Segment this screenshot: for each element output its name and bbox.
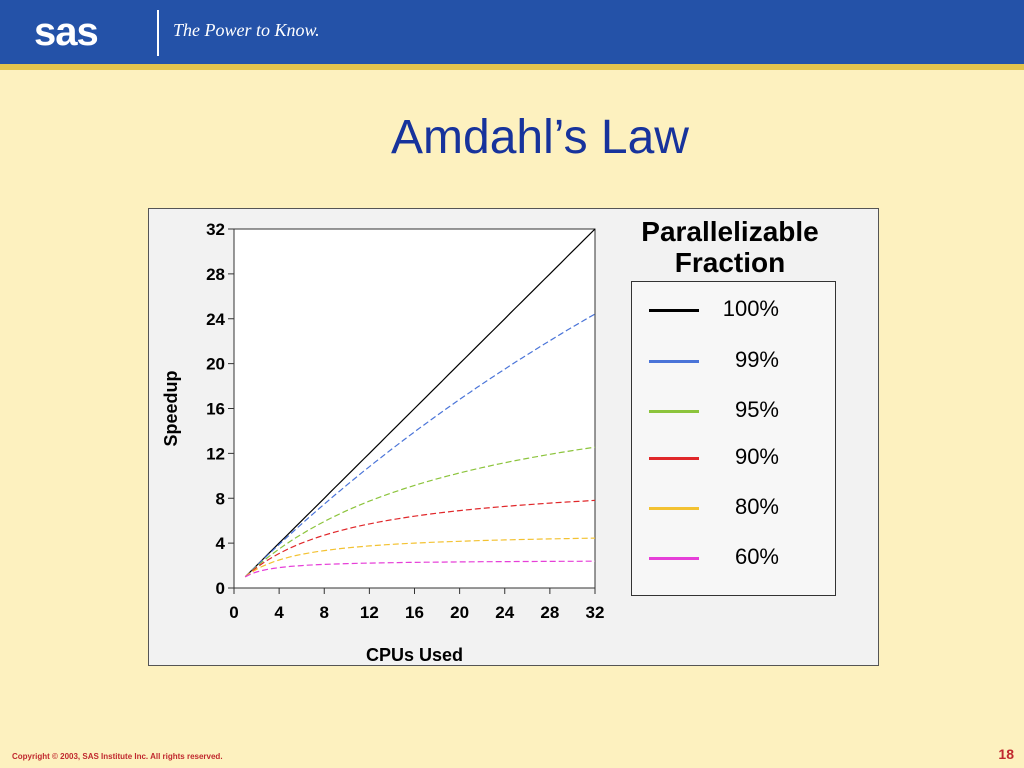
- series-line-100pct: [244, 228, 596, 578]
- y-tick-label: 20: [206, 355, 225, 374]
- x-tick-label: 32: [586, 603, 605, 622]
- legend-item: 95%: [632, 397, 837, 427]
- footer-copyright: Copyright © 2003, SAS Institute Inc. All…: [12, 752, 223, 761]
- legend-item: 100%: [632, 296, 837, 326]
- legend-item: 90%: [632, 444, 837, 474]
- y-tick-label: 24: [206, 310, 225, 329]
- slide-title: Amdahl’s Law: [391, 111, 689, 164]
- tagline: The Power to Know.: [173, 20, 320, 40]
- x-axis-label: CPUs Used: [366, 645, 463, 665]
- legend-swatch: [649, 410, 699, 413]
- series-line-95pct: [244, 446, 596, 578]
- legend-label: 99%: [734, 347, 779, 372]
- y-tick-label: 28: [206, 265, 225, 284]
- legend-swatch: [649, 309, 699, 312]
- y-tick-label: 12: [206, 444, 225, 463]
- legend-label: 90%: [734, 444, 779, 469]
- legend-item: 60%: [632, 544, 837, 574]
- legend-label: 100%: [722, 296, 779, 321]
- legend-label: 80%: [734, 494, 779, 519]
- legend-label: 60%: [734, 544, 779, 569]
- legend-swatch: [649, 360, 699, 363]
- legend-label: 95%: [734, 397, 779, 422]
- y-tick-label: 16: [206, 400, 225, 419]
- y-tick-label: 8: [216, 489, 225, 508]
- series-line-99pct: [244, 313, 596, 578]
- y-tick-label: 32: [206, 220, 225, 239]
- logo-text: sas: [34, 9, 99, 54]
- x-tick-label: 12: [360, 603, 379, 622]
- header-rule: [0, 64, 1024, 70]
- legend-item: 80%: [632, 494, 837, 524]
- series-line-80pct: [244, 537, 596, 578]
- header-bar: [0, 0, 1024, 64]
- x-tick-label: 24: [495, 603, 514, 622]
- y-axis-label: Speedup: [161, 370, 181, 446]
- legend-box: 100% 99% 95% 90% 80% 60%: [631, 281, 836, 596]
- legend-swatch: [649, 457, 699, 460]
- legend-swatch: [649, 557, 699, 560]
- series-line-60pct: [245, 560, 595, 578]
- x-tick-label: 0: [229, 603, 238, 622]
- series-line-90pct: [244, 499, 596, 578]
- x-tick-label: 16: [405, 603, 424, 622]
- chart-svg: 0 4 8 12 16 20 24 28 32 0 4 8 12 16 20 24 28 32 CPUs Used S…: [161, 220, 605, 665]
- y-tick-label: 4: [216, 534, 226, 553]
- logo-divider: [157, 10, 159, 56]
- x-tick-label: 4: [274, 603, 284, 622]
- sas-logo: sas: [34, 8, 99, 56]
- legend-title: Parallelizable Fraction: [641, 216, 819, 278]
- x-tick-label: 8: [320, 603, 329, 622]
- legend-item: 99%: [632, 347, 837, 377]
- page-number: 18: [998, 746, 1014, 762]
- y-tick-label: 0: [216, 579, 225, 598]
- legend-swatch: [649, 507, 699, 510]
- x-tick-label: 20: [450, 603, 469, 622]
- x-tick-label: 28: [540, 603, 559, 622]
